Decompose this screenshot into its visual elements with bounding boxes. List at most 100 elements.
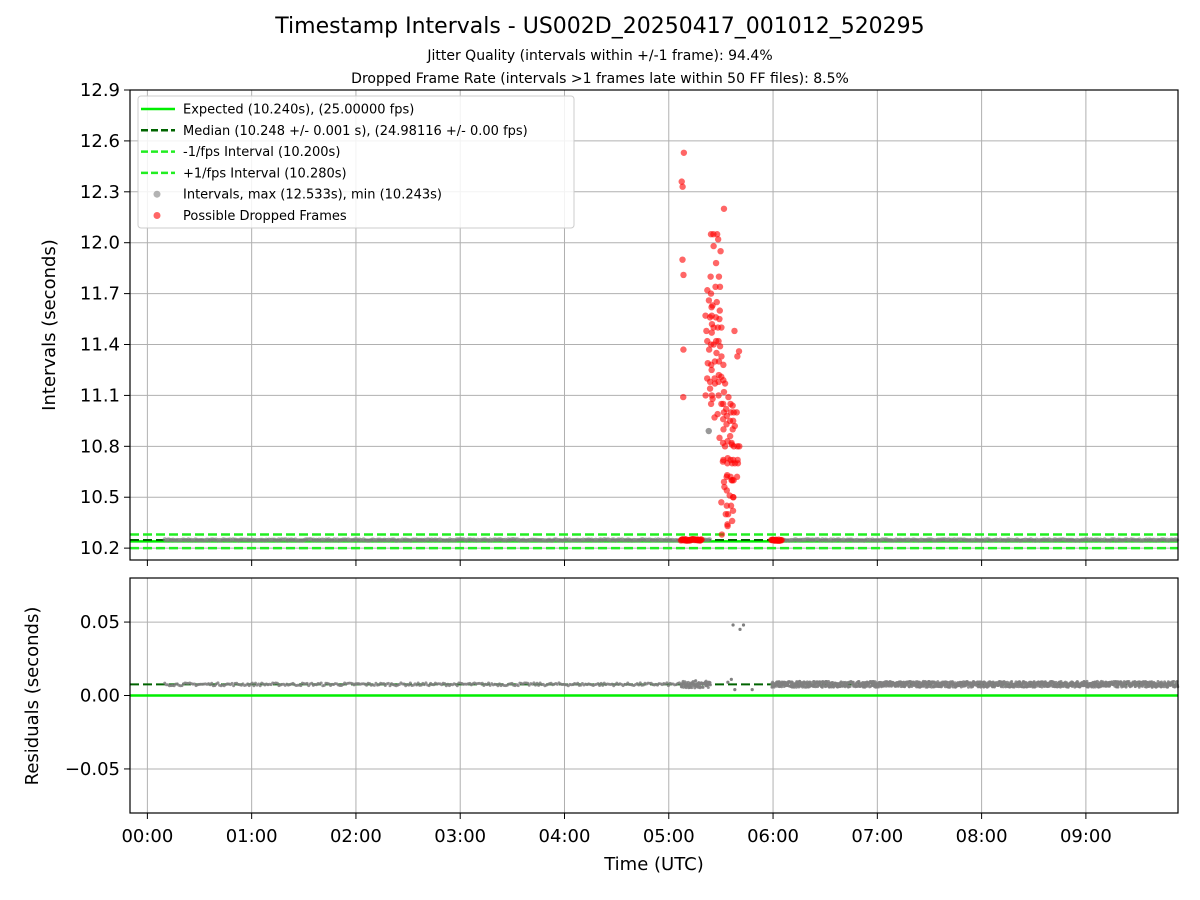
dropped-frame-point bbox=[708, 366, 715, 374]
dropped-frame-point bbox=[721, 443, 729, 450]
residual-point bbox=[532, 681, 536, 685]
dropped-frame-point bbox=[734, 460, 742, 467]
residual-point bbox=[741, 623, 746, 627]
residual-point bbox=[598, 683, 602, 687]
dropped-frame-point bbox=[679, 183, 686, 190]
residual-point bbox=[535, 681, 539, 685]
residual-point bbox=[416, 681, 420, 685]
dropped-frame-point bbox=[713, 349, 720, 357]
dropped-frame-point bbox=[718, 353, 725, 360]
legend-label: Intervals, max (12.533s), min (10.243s) bbox=[183, 188, 442, 203]
intervals-y-ticks: 10.2 10.5 10.8 11.1 11.4 11.7 12.0 12.3 12.6 12.9 bbox=[80, 80, 1087, 566]
y-tick-label: 12.0 bbox=[80, 233, 120, 254]
dropped-frame-point bbox=[706, 378, 714, 386]
residual-point bbox=[701, 685, 705, 689]
legend-marker bbox=[153, 190, 161, 198]
residual-point bbox=[1010, 680, 1014, 684]
residual-point bbox=[365, 683, 369, 687]
dropped-frame-point bbox=[714, 236, 722, 243]
y-tick-label: 12.3 bbox=[80, 182, 120, 203]
dropped-frame-point bbox=[720, 361, 727, 369]
residual-point bbox=[250, 681, 254, 685]
dropped-frame-point bbox=[680, 346, 687, 353]
residual-point bbox=[706, 686, 710, 690]
dropped-frame-point bbox=[718, 324, 725, 331]
residual-point bbox=[487, 681, 491, 685]
residual-point bbox=[407, 683, 411, 687]
x-tick-label: 03:00 bbox=[434, 826, 486, 847]
x-tick-label: 01:00 bbox=[226, 826, 278, 847]
dropped-frame-point bbox=[731, 327, 738, 335]
legend-label: Possible Dropped Frames bbox=[183, 209, 347, 224]
dropped-frame-point bbox=[727, 502, 735, 509]
residual-point bbox=[455, 684, 459, 688]
residual-point bbox=[230, 681, 234, 685]
dropped-frame-point bbox=[726, 432, 734, 440]
interval-point bbox=[705, 427, 712, 435]
legend-label: Expected (10.240s), (25.00000 fps) bbox=[183, 103, 414, 118]
residual-point bbox=[480, 681, 484, 685]
intervals-y-axis-label: Intervals (seconds) bbox=[39, 239, 60, 411]
dropped-frame-point bbox=[718, 531, 726, 538]
dropped-frame-point bbox=[709, 302, 716, 309]
residual-point bbox=[516, 684, 520, 688]
dropped-frame-point bbox=[720, 388, 728, 396]
residual-point bbox=[232, 684, 236, 688]
dropped-frame-point bbox=[713, 231, 721, 238]
dropped-frame-point bbox=[715, 392, 722, 399]
dropped-frame-point bbox=[702, 392, 709, 399]
dropped-frame-point bbox=[707, 290, 715, 297]
dropped-frame-point bbox=[712, 259, 720, 267]
residual-point bbox=[857, 680, 861, 684]
dropped-frame-point bbox=[729, 417, 737, 425]
intervals-points bbox=[162, 149, 1180, 544]
y-tick-label: 11.7 bbox=[80, 284, 120, 305]
y-tick-label: 0.00 bbox=[80, 686, 120, 707]
dropped-frame-point bbox=[733, 409, 740, 416]
dropped-frame-point bbox=[707, 273, 714, 280]
dropped-frame-point bbox=[680, 149, 688, 156]
residual-point bbox=[638, 681, 642, 685]
legend-label: Median (10.248 +/- 0.001 s), (24.98116 +… bbox=[183, 124, 528, 139]
dropped-frame-point bbox=[718, 499, 725, 506]
dropped-frame-point bbox=[719, 400, 727, 408]
dropped-frame-point bbox=[731, 422, 739, 430]
dropped-frame-point bbox=[733, 473, 741, 481]
x-tick-label: 04:00 bbox=[539, 826, 591, 847]
dropped-frame-point bbox=[716, 307, 723, 314]
residual-point bbox=[210, 681, 214, 685]
residual-point bbox=[1124, 685, 1128, 689]
residual-point bbox=[601, 683, 605, 687]
chart-title: Timestamp Intervals - US002D_20250417_00… bbox=[275, 14, 925, 39]
dropped-frame-point bbox=[724, 522, 731, 530]
dropped-frame-point bbox=[709, 395, 716, 403]
dropped-frame-point bbox=[720, 205, 728, 212]
dropped-frame-point bbox=[734, 353, 741, 360]
y-tick-label: −0.05 bbox=[65, 759, 120, 780]
residual-point bbox=[388, 684, 392, 688]
legend-marker bbox=[153, 212, 161, 219]
interval-point bbox=[707, 537, 712, 542]
residual-point bbox=[258, 684, 262, 688]
dropped-frame-point bbox=[715, 358, 723, 365]
dropped-frame-point bbox=[713, 298, 720, 306]
residual-point bbox=[637, 683, 641, 687]
residual-point bbox=[310, 681, 314, 685]
residual-point bbox=[666, 684, 670, 688]
residual-point bbox=[738, 627, 742, 632]
dropped-frame-point bbox=[680, 271, 687, 279]
dropped-frame-point bbox=[679, 256, 686, 263]
residual-point bbox=[322, 683, 326, 687]
residual-point bbox=[275, 681, 279, 685]
legend-label: -1/fps Interval (10.200s) bbox=[183, 145, 340, 160]
residual-point bbox=[1166, 685, 1170, 689]
dropped-frame-point bbox=[707, 400, 715, 408]
residual-point bbox=[733, 688, 737, 692]
dropped-frame-point bbox=[778, 537, 785, 544]
y-tick-label: 11.1 bbox=[80, 385, 120, 406]
dropped-frame-point bbox=[698, 536, 705, 543]
dropped-frame-point bbox=[715, 337, 722, 345]
residual-point bbox=[665, 681, 669, 685]
residual-point bbox=[216, 681, 220, 685]
